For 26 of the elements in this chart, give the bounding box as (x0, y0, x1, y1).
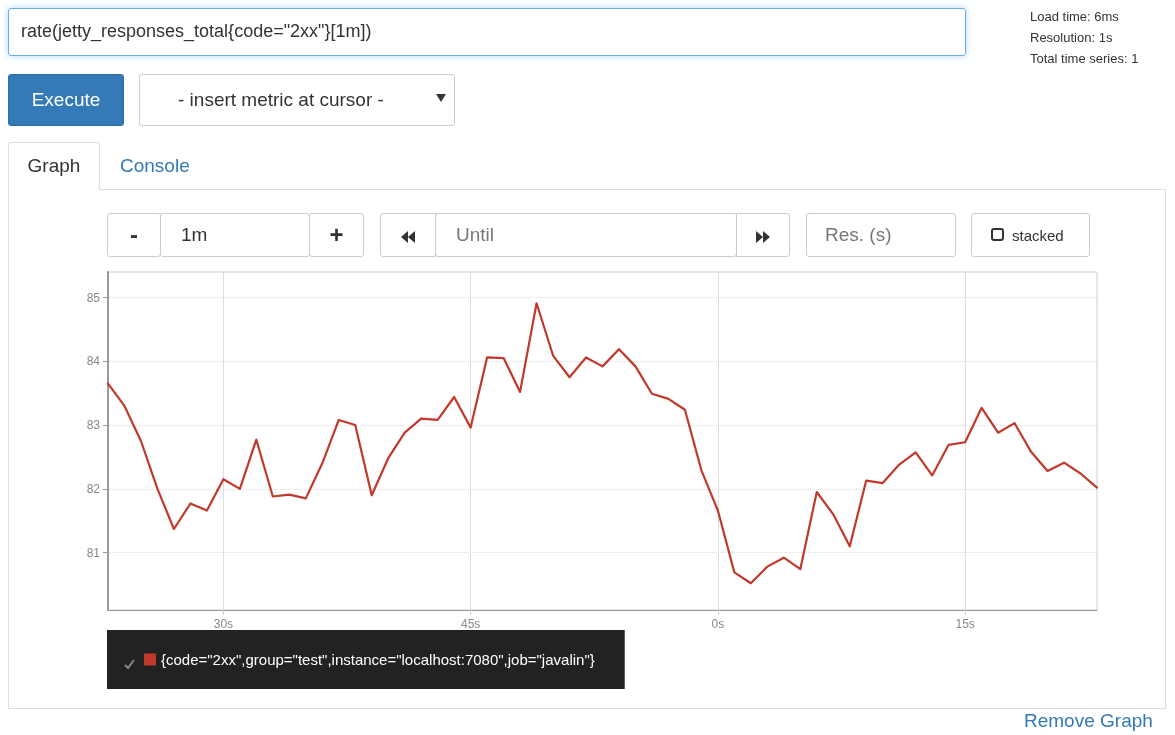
y-tick-label: 84 (86, 354, 101, 369)
x-tick-label: 45s (460, 617, 481, 631)
query-field: rate(jetty_responses_total{code="2xx"}[1m]) (8, 8, 966, 56)
text: Resolution: 1s (1030, 30, 1113, 45)
plus-button: + (309, 213, 364, 257)
resolution-field: Res. (s) (806, 213, 956, 257)
metric-select: - insert metric at cursor - (139, 74, 455, 126)
graph-tab: Graph (8, 142, 100, 190)
text: Console (120, 155, 190, 177)
x-tick-label: 30s (213, 617, 234, 631)
y-tick-label: 85 (86, 290, 101, 305)
execute-button: Execute (8, 74, 124, 126)
range-field: 1m (160, 213, 310, 257)
text: Load time: 6ms (1030, 9, 1119, 24)
text: Remove Graph (1024, 710, 1153, 732)
minus-button: - (107, 213, 161, 257)
legend-label: {code="2xx",group="test",instance="localhost:7080",job="javalin"} (161, 651, 595, 668)
line-series (106, 302, 1099, 585)
x-tick-label: 15s (955, 617, 975, 631)
x-tick-label: 0s (711, 617, 725, 631)
text: Total time series: 1 (1030, 51, 1139, 66)
until-field: Until (435, 213, 737, 257)
stacked-button: stacked (971, 213, 1090, 257)
y-tick-label: 81 (86, 545, 101, 560)
y-tick-label: 83 (86, 418, 101, 433)
y-tick-label: 82 (86, 481, 101, 496)
